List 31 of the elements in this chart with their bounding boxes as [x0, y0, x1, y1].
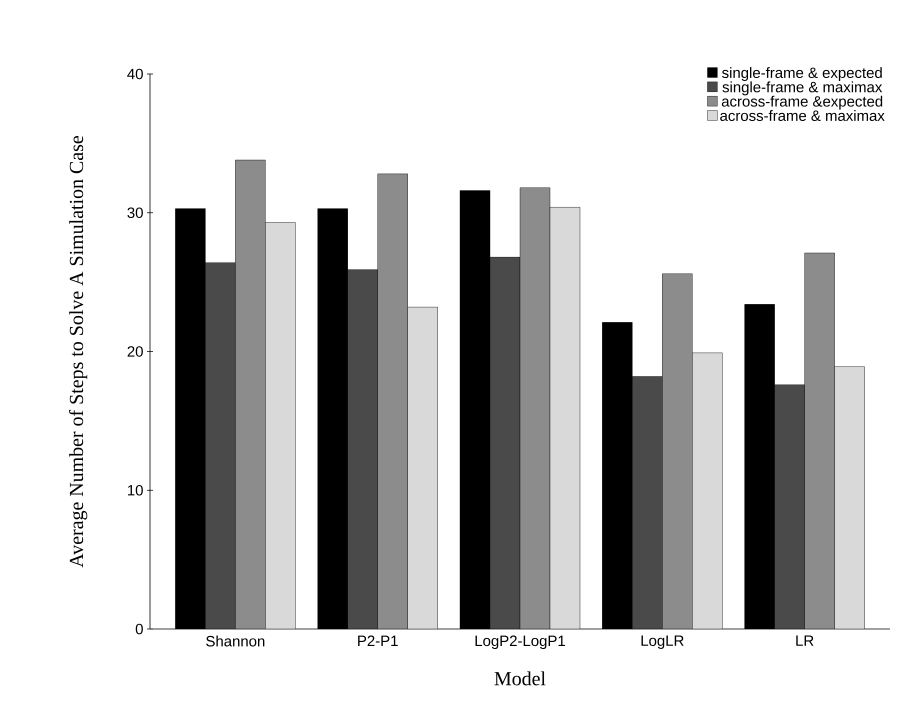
- bar: [265, 222, 296, 629]
- x-tick-label: LogLR: [642, 636, 684, 649]
- x-tick-label: LR: [796, 636, 814, 646]
- bar: [205, 262, 236, 629]
- y-axis-title: Average Number of Steps to Solve A Simulation Case: [68, 136, 88, 568]
- legend-label: across-frame &expected: [722, 96, 882, 110]
- bar: [774, 384, 805, 629]
- bar: [235, 160, 266, 629]
- bar: [550, 206, 580, 629]
- x-tick-label: P2-P1: [358, 636, 398, 646]
- legend-label: single-frame & expected: [722, 67, 882, 81]
- bar: [692, 352, 723, 629]
- bar: [804, 252, 835, 629]
- legend-label: across-frame & maximax: [720, 110, 885, 121]
- x-tick-label: LogP2-LogP1: [476, 636, 565, 650]
- y-tick-label: 10: [128, 484, 143, 496]
- bar: [377, 174, 408, 629]
- bar: [520, 188, 550, 629]
- bar: [490, 256, 520, 629]
- legend-label: single-frame & maximax: [722, 81, 882, 96]
- y-tick-label: 40: [127, 68, 143, 80]
- bar: [662, 274, 693, 629]
- x-tick-label: Shannon: [206, 636, 264, 646]
- y-tick-label: 0: [136, 624, 143, 634]
- bar: [632, 376, 663, 629]
- bar: [347, 269, 378, 629]
- bar: [407, 306, 438, 629]
- y-tick-label: 20: [128, 346, 143, 357]
- y-tick-label: 30: [127, 207, 143, 218]
- bar: [834, 366, 865, 629]
- x-axis-title: Model: [494, 671, 546, 686]
